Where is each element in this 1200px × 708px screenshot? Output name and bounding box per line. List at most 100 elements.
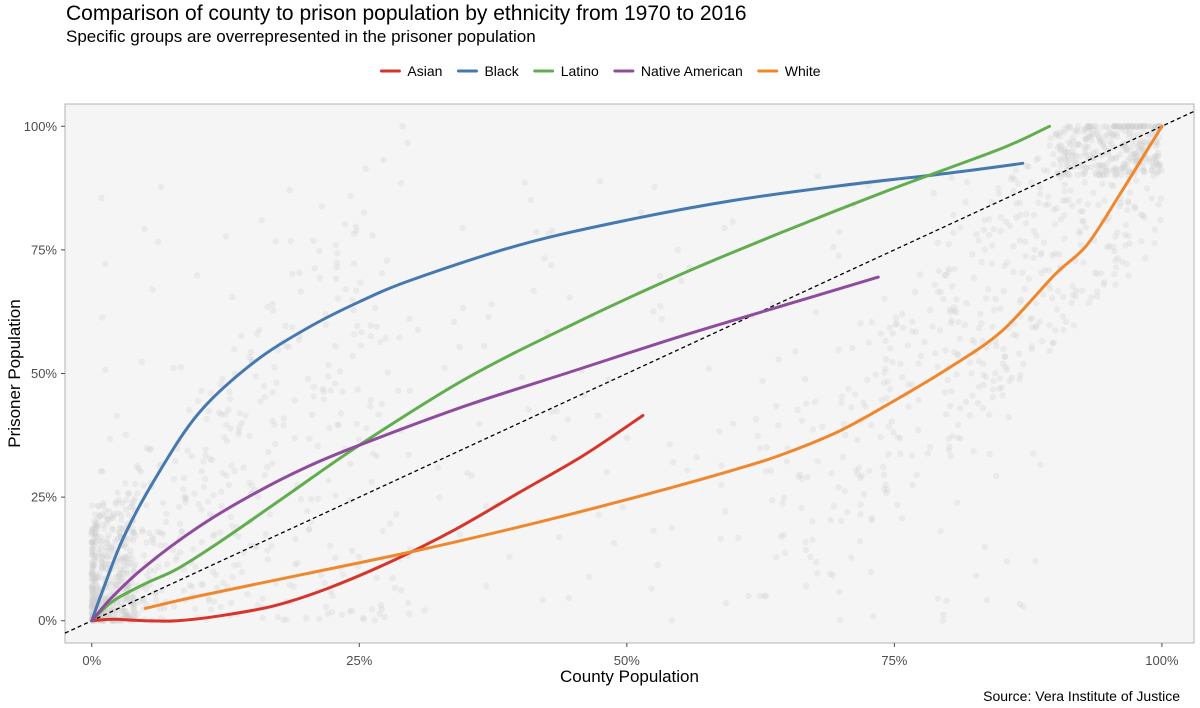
scatter-point — [1063, 162, 1071, 170]
scatter-point — [802, 546, 810, 554]
scatter-point — [227, 513, 235, 520]
scatter-point — [594, 412, 602, 419]
scatter-point — [355, 553, 363, 560]
scatter-point — [1067, 149, 1075, 156]
scatter-point — [92, 520, 100, 527]
scatter-point — [1019, 603, 1027, 610]
scatter-point — [379, 527, 387, 535]
scatter-point — [414, 326, 422, 333]
scatter-point — [1037, 461, 1044, 468]
scatter-point — [285, 343, 293, 351]
scatter-point — [1001, 353, 1009, 360]
scatter-point — [868, 319, 875, 326]
legend-item: Native American — [613, 63, 743, 79]
scatter-point — [953, 371, 960, 378]
scatter-point — [1112, 281, 1119, 288]
scatter-point — [192, 563, 199, 571]
scatter-point — [127, 559, 134, 566]
scatter-point — [1068, 202, 1076, 209]
scatter-point — [1052, 130, 1059, 138]
scatter-point — [1149, 123, 1156, 130]
scatter-point — [310, 383, 317, 391]
scatter-point — [1028, 315, 1036, 322]
scatter-point — [1069, 282, 1076, 290]
scatter-point — [88, 601, 96, 608]
scatter-point — [173, 553, 180, 560]
scatter-point — [1022, 220, 1030, 227]
scatter-point — [865, 339, 872, 346]
scatter-point — [1099, 123, 1107, 130]
scatter-point — [1045, 201, 1052, 208]
scatter-point — [624, 434, 631, 442]
scatter-point — [814, 570, 821, 577]
scatter-point — [1081, 149, 1089, 156]
scatter-point — [183, 494, 190, 502]
scatter-point — [248, 482, 256, 489]
legend-item: Asian — [379, 63, 442, 79]
scatter-point — [1029, 324, 1036, 331]
scatter-point — [1136, 140, 1144, 147]
scatter-point — [102, 560, 109, 567]
scatter-point — [269, 460, 276, 467]
scatter-point — [99, 521, 107, 528]
scatter-point — [1113, 123, 1121, 130]
scatter-point — [332, 275, 340, 283]
scatter-point — [989, 323, 996, 331]
scatter-point — [1046, 321, 1053, 329]
scatter-point — [384, 369, 391, 376]
scatter-point — [1085, 133, 1092, 140]
scatter-point — [406, 387, 414, 395]
scatter-point — [718, 462, 725, 469]
scatter-point — [102, 544, 110, 551]
series-line-native-american — [90, 275, 880, 623]
scatter-point — [310, 393, 317, 400]
scatter-point — [375, 411, 382, 418]
scatter-point — [619, 504, 626, 511]
scatter-point — [842, 431, 849, 439]
scatter-point — [775, 356, 782, 363]
scatter-point — [366, 402, 374, 410]
scatter-point — [954, 350, 961, 358]
scatter-point — [1111, 172, 1119, 179]
scatter-point — [1098, 270, 1105, 277]
scatter-point — [1075, 198, 1083, 205]
scatter-point — [1069, 158, 1077, 165]
scatter-point — [966, 359, 974, 366]
scatter-point — [240, 549, 248, 556]
scatter-point — [828, 470, 835, 477]
scatter-point — [1111, 123, 1118, 130]
scatter-point — [1073, 152, 1080, 160]
scatter-point — [149, 536, 156, 544]
scatter-point — [129, 528, 136, 536]
scatter-point — [118, 555, 125, 562]
scatter-point — [89, 575, 96, 582]
scatter-point — [924, 450, 932, 457]
scatter-point — [405, 451, 412, 458]
scatter-point — [1132, 155, 1139, 162]
scatter-point — [90, 598, 98, 605]
scatter-point — [1096, 134, 1103, 141]
scatter-point — [138, 358, 145, 365]
scatter-point — [1140, 167, 1147, 174]
scatter-point — [88, 597, 96, 604]
scatter-point — [1095, 135, 1103, 142]
scatter-point — [1081, 168, 1088, 175]
scatter-point — [1065, 149, 1072, 156]
scatter-point — [102, 260, 109, 267]
scatter-point — [265, 448, 272, 456]
scatter-point — [899, 515, 906, 522]
scatter-point — [89, 551, 96, 558]
scatter-point — [1085, 123, 1092, 130]
scatter-point — [1066, 172, 1073, 179]
scatter-point — [149, 534, 156, 541]
scatter-point — [91, 571, 99, 578]
scatter-point — [120, 558, 127, 565]
scatter-point — [372, 304, 379, 311]
scatter-point — [91, 562, 98, 570]
scatter-point — [1084, 123, 1091, 130]
scatter-point — [155, 563, 162, 570]
scatter-point — [1110, 133, 1117, 140]
scatter-point — [120, 566, 127, 573]
scatter-point — [396, 334, 403, 341]
scatter-point — [1139, 164, 1147, 171]
